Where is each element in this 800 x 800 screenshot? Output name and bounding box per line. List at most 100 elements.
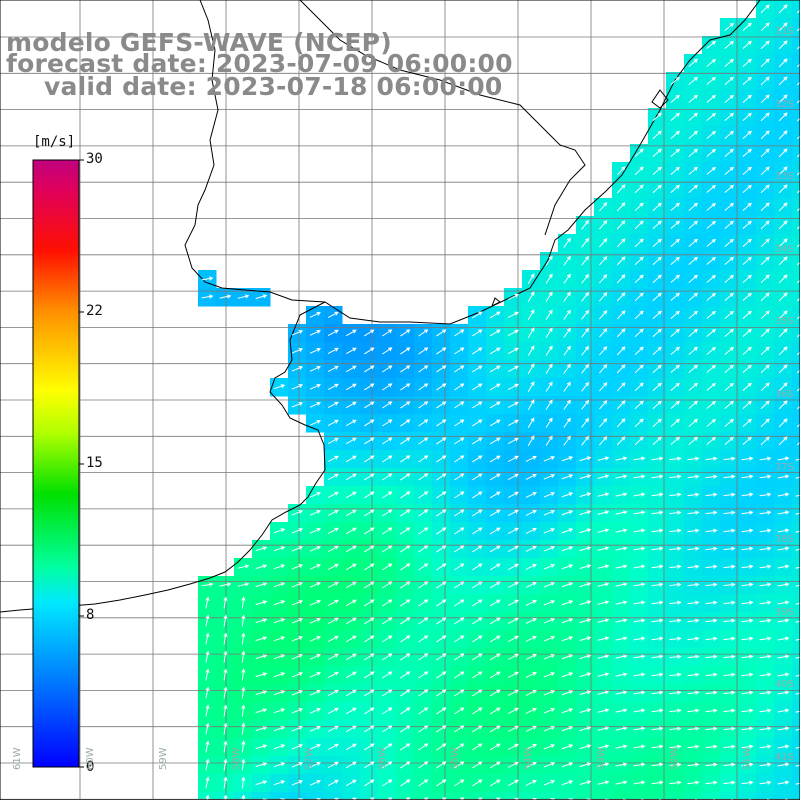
wind-arrow <box>634 436 644 446</box>
wind-arrow <box>291 726 304 732</box>
wind-arrow <box>418 383 429 391</box>
wind-arrow <box>382 401 393 409</box>
wind-arrow <box>777 618 790 623</box>
wind-arrow <box>525 689 537 696</box>
wind-arrow <box>543 618 556 624</box>
wind-arrow <box>687 528 700 533</box>
wind-arrow <box>205 704 210 717</box>
wind-arrow <box>723 780 736 785</box>
wind-arrow <box>543 528 556 534</box>
wind-arrow <box>309 402 321 408</box>
wind-arrow <box>687 492 700 497</box>
wind-arrow <box>400 491 411 499</box>
wind-arrow <box>472 635 483 643</box>
wind-arrow <box>633 474 646 479</box>
wind-cell <box>792 324 800 343</box>
wind-arrow <box>436 401 447 409</box>
wind-arrow <box>599 328 608 338</box>
wind-arrow <box>454 455 465 463</box>
wind-arrow <box>742 22 752 31</box>
wind-arrow <box>223 632 228 645</box>
wind-arrow <box>525 671 537 678</box>
wind-arrow <box>255 672 268 678</box>
wind-arrow <box>759 672 772 677</box>
wind-arrow <box>489 455 501 463</box>
wind-arrow <box>382 725 393 733</box>
wind-arrow <box>309 726 321 732</box>
wind-arrow <box>454 707 465 715</box>
wind-arrow <box>688 364 699 373</box>
wind-arrow <box>760 220 770 230</box>
wind-arrow <box>472 509 483 517</box>
wind-arrow <box>796 63 800 68</box>
wind-arrow <box>205 794 210 800</box>
wind-arrow <box>223 758 228 771</box>
wind-arrow <box>241 794 246 800</box>
wind-arrow <box>759 618 772 623</box>
wind-arrow <box>543 690 556 696</box>
wind-cell <box>504 792 523 800</box>
wind-arrow <box>309 762 321 768</box>
wind-arrow <box>345 527 357 535</box>
wind-arrow <box>670 418 681 427</box>
wind-arrow <box>795 512 800 515</box>
wind-arrow <box>561 744 574 750</box>
wind-arrow <box>778 274 788 284</box>
wind-arrow <box>507 653 519 661</box>
wind-arrow <box>472 311 483 319</box>
wind-cell <box>792 234 800 253</box>
wind-arrow <box>652 274 662 284</box>
wind-arrow <box>777 510 790 515</box>
wind-arrow <box>796 171 800 176</box>
wind-arrow <box>778 400 788 410</box>
wind-arrow <box>255 636 268 642</box>
wind-arrow <box>796 207 800 212</box>
wind-arrow <box>543 456 556 462</box>
wind-arrow <box>563 291 571 302</box>
wind-cell <box>792 792 800 800</box>
wind-arrow <box>543 492 556 498</box>
wind-arrow <box>581 417 590 428</box>
longitude-label: 58W <box>231 747 242 770</box>
wind-arrow <box>309 600 321 606</box>
wind-arrow <box>633 618 646 623</box>
wind-arrow <box>705 708 718 713</box>
colorbar-ticks <box>79 159 84 768</box>
wind-arrow <box>525 635 537 642</box>
wind-arrow <box>561 726 574 732</box>
wind-arrow <box>454 437 465 445</box>
wind-arrow <box>633 744 646 749</box>
wind-arrow <box>436 455 447 463</box>
latitude-label: 32S <box>774 98 794 110</box>
wind-arrow <box>223 668 228 681</box>
wind-arrow <box>525 617 537 624</box>
wind-arrow <box>777 780 790 785</box>
wind-arrow <box>472 563 483 571</box>
wind-arrow <box>507 599 519 607</box>
wind-arrow <box>634 202 644 212</box>
wind-arrow <box>309 528 321 534</box>
wind-arrow <box>543 510 556 516</box>
wind-arrow <box>597 726 610 731</box>
wind-arrow <box>651 762 664 767</box>
wind-arrow <box>527 345 535 357</box>
wind-arrow <box>705 726 718 731</box>
wind-arrow <box>291 384 304 390</box>
wind-cell <box>450 792 469 800</box>
wind-arrow <box>525 581 537 588</box>
wind-arrow <box>223 686 228 699</box>
wind-arrow <box>241 596 246 609</box>
wind-arrow <box>327 581 339 589</box>
wind-arrow <box>633 780 646 785</box>
wind-arrow <box>309 672 321 678</box>
wind-arrow <box>507 491 519 499</box>
wind-arrow <box>507 347 519 355</box>
wind-arrow <box>742 94 752 103</box>
wind-cell <box>378 792 397 800</box>
wind-arrow <box>291 600 304 606</box>
wind-arrow <box>633 690 646 695</box>
wind-arrow <box>205 686 210 699</box>
wind-arrow <box>345 689 357 697</box>
wind-arrow <box>615 690 628 695</box>
wind-arrow <box>760 112 770 122</box>
